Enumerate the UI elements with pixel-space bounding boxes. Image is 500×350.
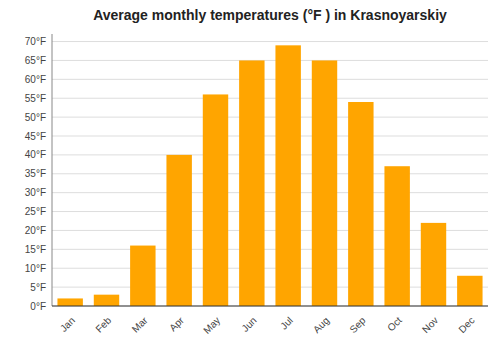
bar — [203, 94, 228, 306]
grid-line — [52, 211, 488, 212]
y-tick-label: 35°F — [25, 168, 46, 179]
grid-line — [52, 192, 488, 193]
grid — [52, 42, 488, 306]
bar — [384, 166, 409, 306]
y-tick-label: 25°F — [25, 206, 46, 217]
y-tick-label: 0°F — [30, 301, 46, 312]
bar — [312, 60, 337, 306]
y-tick-label: 65°F — [25, 55, 46, 66]
x-tick-label: Mar — [130, 314, 150, 334]
grid-line — [52, 41, 488, 42]
y-axis: 0°F 5°F 10°F 15°F 20°F 25°F 30°F 35°F 40°F 45°F 50… — [25, 34, 52, 312]
bar — [130, 246, 155, 306]
y-tick-label: 10°F — [25, 263, 46, 274]
x-tick-label: Jan — [58, 315, 77, 334]
grid-line — [52, 154, 488, 155]
y-axis-line — [52, 34, 53, 306]
y-tick-label: 50°F — [25, 112, 46, 123]
x-tick-label: Feb — [93, 314, 113, 334]
bar — [239, 60, 264, 306]
bar — [348, 102, 373, 306]
x-axis-line — [52, 306, 488, 307]
grid-line — [52, 60, 488, 61]
bar — [457, 276, 482, 306]
grid-line — [52, 306, 488, 307]
y-tick-label: 70°F — [25, 36, 46, 47]
x-tick-label: Apr — [167, 314, 186, 333]
x-tick-label: Dec — [456, 315, 476, 335]
grid-line — [52, 136, 488, 137]
grid-line — [52, 117, 488, 118]
x-tick-label: Nov — [420, 315, 440, 335]
grid-line — [52, 98, 488, 99]
bar — [57, 298, 82, 306]
x-tick-label: Oct — [385, 315, 404, 334]
chart-title: Average monthly temperatures (°F ) in Kr… — [93, 7, 447, 23]
x-tick-label: May — [201, 315, 222, 336]
y-tick-label: 40°F — [25, 149, 46, 160]
y-tick-label: 45°F — [25, 131, 46, 142]
y-tick-label: 20°F — [25, 225, 46, 236]
chart-svg: Average monthly temperatures (°F ) in Kr… — [0, 0, 500, 350]
x-tick-label: Jul — [278, 315, 295, 332]
y-tick-label: 5°F — [30, 282, 46, 293]
bar — [166, 155, 191, 306]
y-tick-label: 30°F — [25, 187, 46, 198]
y-tick-label: 55°F — [25, 93, 46, 104]
x-tick-label: Sep — [347, 314, 368, 335]
y-tick-label: 15°F — [25, 244, 46, 255]
x-tick-label: Jun — [239, 315, 258, 334]
grid-line — [52, 79, 488, 80]
bar — [275, 45, 300, 306]
y-tick-label: 60°F — [25, 74, 46, 85]
chart-container: Average monthly temperatures (°F ) in Kr… — [0, 0, 500, 350]
bar — [94, 295, 119, 306]
bars — [57, 45, 482, 306]
x-axis: Jan Feb Mar Apr May Jun Jul Aug Sep Oct Nov Dec — [52, 306, 488, 336]
x-tick-label: Aug — [311, 315, 331, 335]
bar — [421, 223, 446, 306]
grid-line — [52, 173, 488, 174]
